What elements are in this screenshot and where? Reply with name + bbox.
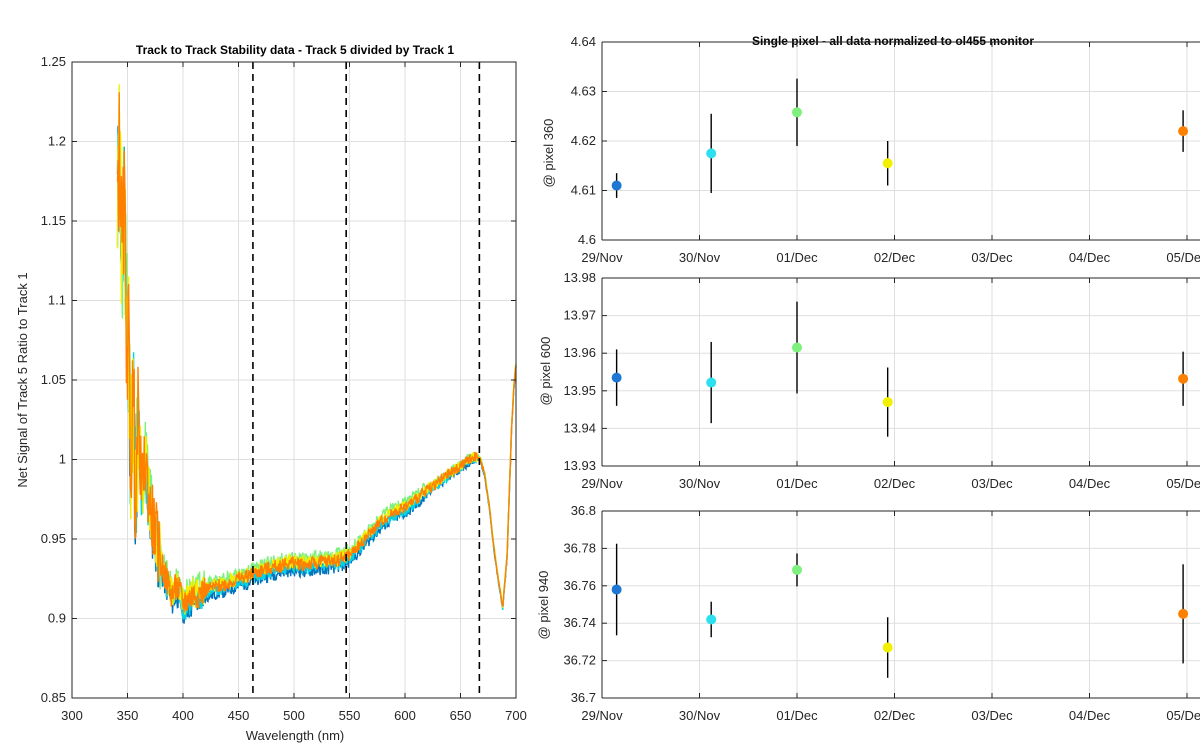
x-tick-label: 04/Dec <box>1069 250 1111 265</box>
x-tick-label: 30/Nov <box>679 476 721 491</box>
x-tick-label: 300 <box>61 708 83 723</box>
x-tick-label: 30/Nov <box>679 250 721 265</box>
y-tick-label: 36.76 <box>563 578 596 593</box>
track-ratio-chart: Track to Track Stability data - Track 5 … <box>15 43 527 743</box>
x-tick-label: 05/Dec <box>1166 250 1200 265</box>
y-tick-label: 13.96 <box>563 345 596 360</box>
series-line <box>116 132 517 621</box>
data-point <box>882 642 893 653</box>
x-tick-label: 500 <box>283 708 305 723</box>
chart-title: Single pixel - all data normalized to ol… <box>752 34 1034 48</box>
data-point <box>792 342 802 353</box>
x-tick-label: 450 <box>228 708 250 723</box>
pixel-940-chart: @ pixel 940 29/Nov 30/Nov 01/Dec 02/Dec 03/D… <box>536 503 1200 723</box>
x-tick-label: 01/Dec <box>776 708 818 723</box>
y-tick-label: 1.2 <box>48 134 66 149</box>
data-point <box>706 377 717 388</box>
y-axis-label: @ pixel 940 <box>536 571 551 640</box>
x-tick-label: 03/Dec <box>971 708 1013 723</box>
x-tick-label: 02/Dec <box>874 250 916 265</box>
y-tick-label: 4.61 <box>571 183 596 198</box>
x-tick-label: 02/Dec <box>874 708 916 723</box>
x-tick-label: 30/Nov <box>679 708 721 723</box>
x-tick-label: 04/Dec <box>1069 708 1111 723</box>
x-tick-label: 400 <box>172 708 194 723</box>
x-tick-label: 29/Nov <box>581 250 623 265</box>
y-tick-label: 13.98 <box>563 270 596 285</box>
y-axis-label: Net Signal of Track 5 Ratio to Track 1 <box>15 272 30 487</box>
x-tick-label: 550 <box>339 708 361 723</box>
data-point <box>882 158 893 169</box>
y-tick-label: 36.8 <box>571 503 596 518</box>
x-tick-label: 03/Dec <box>971 250 1013 265</box>
data-point <box>611 180 622 191</box>
series-line <box>116 92 517 613</box>
data-point <box>611 584 622 595</box>
y-axis-label: @ pixel 360 <box>541 119 556 188</box>
y-tick-label: 0.95 <box>41 531 66 546</box>
y-tick-label: 1.15 <box>41 213 66 228</box>
x-tick-label: 650 <box>450 708 472 723</box>
y-tick-label: 4.64 <box>571 34 596 49</box>
data-point <box>706 148 717 159</box>
y-tick-label: 1 <box>59 452 66 467</box>
y-tick-label: 36.7 <box>571 690 596 705</box>
series-line <box>116 125 517 624</box>
y-tick-label: 1.1 <box>48 293 66 308</box>
y-tick-label: 4.62 <box>571 133 596 148</box>
x-tick-label: 700 <box>505 708 527 723</box>
x-axis-label: Wavelength (nm) <box>246 728 345 743</box>
y-tick-label: 36.72 <box>563 653 596 668</box>
series-line <box>116 84 517 616</box>
y-tick-label: 0.85 <box>41 690 66 705</box>
y-tick-label: 36.74 <box>563 615 596 630</box>
x-tick-label: 29/Nov <box>581 476 623 491</box>
x-tick-label: 01/Dec <box>776 476 818 491</box>
y-axis-label: @ pixel 600 <box>538 337 553 406</box>
x-tick-label: 03/Dec <box>971 476 1013 491</box>
y-tick-label: 0.9 <box>48 611 66 626</box>
x-tick-label: 05/Dec <box>1166 708 1200 723</box>
data-point <box>611 372 622 383</box>
y-tick-label: 13.93 <box>563 458 596 473</box>
x-tick-label: 350 <box>117 708 139 723</box>
data-point <box>706 614 717 625</box>
y-tick-label: 1.25 <box>41 54 66 69</box>
x-tick-label: 05/Dec <box>1166 476 1200 491</box>
x-tick-label: 02/Dec <box>874 476 916 491</box>
y-tick-label: 13.94 <box>563 420 596 435</box>
data-point <box>1178 373 1189 384</box>
data-point <box>1178 126 1189 137</box>
data-point <box>792 107 802 118</box>
pixel-600-chart: @ pixel 600 29/Nov 30/Nov 01/Dec 02/Dec 03/D… <box>538 270 1200 491</box>
x-tick-label: 29/Nov <box>581 708 623 723</box>
chart-title: Track to Track Stability data - Track 5 … <box>136 43 454 57</box>
y-tick-label: 13.97 <box>563 308 596 323</box>
data-point <box>882 397 893 408</box>
y-tick-label: 13.95 <box>563 383 596 398</box>
data-point <box>1178 608 1189 619</box>
pixel-360-chart: Single pixel - all data normalized to ol… <box>541 34 1200 265</box>
x-tick-label: 01/Dec <box>776 250 818 265</box>
y-tick-label: 1.05 <box>41 372 66 387</box>
x-tick-label: 600 <box>394 708 416 723</box>
y-tick-label: 4.6 <box>578 232 596 247</box>
x-tick-label: 04/Dec <box>1069 476 1111 491</box>
y-tick-label: 4.63 <box>571 84 596 99</box>
y-tick-label: 36.78 <box>563 540 596 555</box>
data-point <box>792 564 802 575</box>
